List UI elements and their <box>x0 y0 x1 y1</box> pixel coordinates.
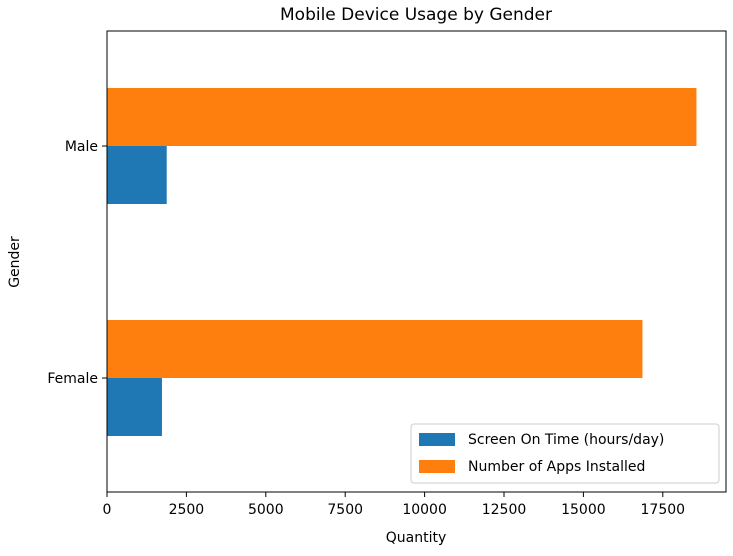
bar-male-screen-on-time <box>107 146 167 204</box>
legend: Screen On Time (hours/day) Number of App… <box>410 423 720 484</box>
x-tick-label: 12500 <box>482 502 527 518</box>
x-tick-label: 10000 <box>402 502 447 518</box>
x-tick-label: 5000 <box>248 502 284 518</box>
plot-frame <box>106 30 727 493</box>
x-ticks-group: 0 2500 5000 7500 10000 12500 15000 17500 <box>103 492 686 518</box>
bar-male-apps-installed <box>107 88 697 146</box>
legend-swatch-screen-on-time <box>419 433 455 446</box>
x-tick-label: 2500 <box>169 502 205 518</box>
x-tick-label: 0 <box>103 502 112 518</box>
bar-female-apps-installed <box>107 320 643 378</box>
x-axis-label: Quantity <box>386 530 447 546</box>
chart-title: Mobile Device Usage by Gender <box>280 5 552 25</box>
bar-female-screen-on-time <box>107 378 162 436</box>
y-axis-label: Gender <box>7 236 23 288</box>
legend-label-apps-installed: Number of Apps Installed <box>468 459 645 475</box>
legend-label-screen-on-time: Screen On Time (hours/day) <box>468 432 664 448</box>
y-tick-label-male: Male <box>65 139 98 155</box>
legend-swatch-apps-installed <box>419 460 455 473</box>
legend-box <box>410 423 720 484</box>
x-tick-label: 17500 <box>641 502 686 518</box>
x-tick-label: 7500 <box>327 502 363 518</box>
y-tick-label-female: Female <box>47 371 98 387</box>
bars-group <box>107 88 697 436</box>
y-ticks-group: Female Male <box>47 139 107 387</box>
x-tick-label: 15000 <box>561 502 606 518</box>
